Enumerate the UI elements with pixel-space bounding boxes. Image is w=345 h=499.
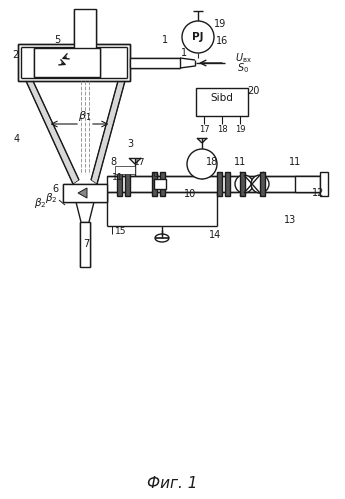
Bar [74,9,96,69]
Text: Sibd: Sibd [210,93,234,103]
Bar [260,172,265,196]
Text: 13: 13 [284,215,296,225]
Text: 18: 18 [206,157,218,167]
Bar [125,172,130,196]
Text: $U_{\text{вх}}$: $U_{\text{вх}}$ [235,51,252,65]
Bar [80,222,90,267]
Text: 12: 12 [312,188,324,198]
Bar [152,172,157,196]
Bar [18,44,130,81]
Text: $S_0$: $S_0$ [237,61,249,75]
Circle shape [187,149,217,179]
Bar [115,166,135,174]
Text: 9: 9 [152,172,158,182]
Bar [225,172,230,196]
Text: 15: 15 [115,227,127,236]
Text: $\beta_2$: $\beta_2$ [34,196,46,210]
Text: 8: 8 [110,157,116,167]
Bar [117,172,122,196]
Circle shape [182,21,214,53]
Circle shape [235,175,253,193]
Bar [320,172,328,196]
Text: $\beta_2$: $\beta_2$ [45,191,57,205]
Text: РJ: РJ [192,32,204,42]
Text: 11: 11 [289,157,301,167]
Text: 17: 17 [199,124,209,134]
Text: 11: 11 [234,157,246,167]
Text: 14: 14 [209,230,221,240]
Polygon shape [26,81,79,184]
Text: 7: 7 [83,239,89,249]
Text: 11: 11 [112,173,124,182]
Bar [196,88,248,116]
Text: Фиг. 1: Фиг. 1 [147,476,197,491]
Text: 1: 1 [162,35,168,45]
Text: 2: 2 [12,50,18,60]
Text: 3: 3 [127,139,133,149]
Text: 1: 1 [181,48,187,58]
Bar [130,58,180,68]
Polygon shape [78,188,87,198]
Polygon shape [91,81,125,184]
Text: 17: 17 [134,158,146,167]
Text: 19: 19 [214,19,226,29]
Bar [63,184,107,202]
Bar [107,176,320,192]
Text: 20: 20 [247,86,259,96]
Bar [160,172,165,196]
Text: 5: 5 [54,35,60,45]
Text: 19: 19 [235,124,245,134]
Bar [154,179,166,189]
Text: 6: 6 [52,184,58,194]
Text: 4: 4 [14,134,20,144]
Text: 16: 16 [216,36,228,46]
Text: $\beta_1$: $\beta_1$ [78,109,92,123]
Circle shape [251,175,269,193]
Text: 18: 18 [217,124,227,134]
Bar [240,172,245,196]
Bar [295,176,320,192]
Bar [217,172,222,196]
Bar [34,48,100,77]
Text: 10: 10 [184,189,196,199]
